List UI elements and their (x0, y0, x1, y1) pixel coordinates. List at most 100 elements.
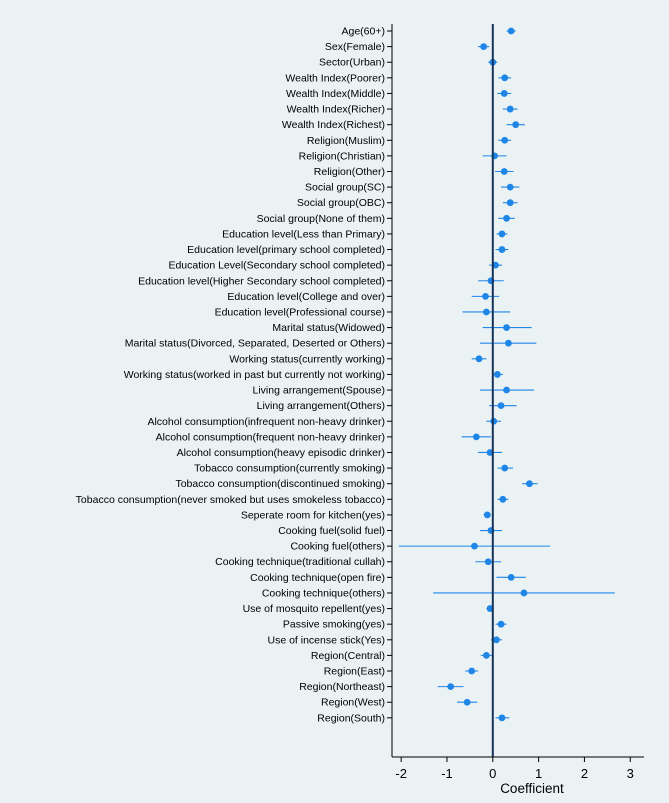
x-tick-label: 2 (581, 766, 588, 781)
forest-row: Passive smoking(yes) (283, 619, 507, 631)
coefficient-point (501, 136, 509, 144)
row-label: Marital status(Divorced, Separated, Dese… (125, 338, 385, 350)
coefficient-point (506, 183, 514, 191)
row-label: Wealth Index(Richer) (287, 104, 385, 116)
coefficient-point (506, 105, 514, 113)
forest-row: Marital status(Divorced, Separated, Dese… (125, 338, 537, 350)
row-label: Working status(worked in past but curren… (124, 369, 385, 381)
row-label: Wealth Index(Richest) (282, 119, 385, 131)
row-label: Tobacco consumption(never smoked but use… (76, 494, 385, 506)
coefficient-point (482, 308, 490, 316)
row-label: Wealth Index(Middle) (286, 88, 385, 100)
row-label: Alcohol consumption(heavy episodic drink… (177, 447, 385, 459)
coefficient-point (463, 698, 471, 706)
forest-row: Cooking technique(traditional cullah) (215, 556, 502, 568)
coefficient-point (497, 620, 505, 628)
coefficient-point (475, 355, 483, 363)
coefficient-point (480, 43, 488, 51)
row-label: Passive smoking(yes) (283, 619, 385, 631)
row-label: Social group(SC) (305, 182, 385, 194)
forest-row: Education level(Higher Secondary school … (138, 275, 504, 287)
forest-row: Working status(worked in past but curren… (124, 369, 503, 381)
row-label: Education level(primary school completed… (187, 244, 385, 256)
forest-row: Tobacco consumption(never smoked but use… (76, 494, 509, 506)
x-tick-label: 1 (535, 766, 542, 781)
coefficient-point (526, 480, 533, 488)
coefficient-point (447, 683, 455, 691)
forest-row: Living arrangement(Spouse) (253, 385, 535, 397)
coefficient-point (484, 558, 492, 566)
coefficient-point (501, 74, 509, 82)
coefficient-point (486, 449, 494, 456)
forest-row: Social group(None of them) (257, 213, 515, 225)
row-label: Sector(Urban) (319, 57, 385, 69)
row-label: Wealth Index(Poorer) (285, 72, 385, 84)
x-tick-label: -2 (395, 766, 407, 781)
row-label: Education level(College and over) (227, 291, 385, 303)
forest-row: Wealth Index(Poorer) (285, 72, 512, 84)
coefficient-point (520, 589, 528, 597)
coefficient-point (503, 214, 510, 222)
forest-row: Tobacco consumption(currently smoking) (194, 463, 513, 475)
row-label: Region(Central) (311, 650, 385, 662)
forest-row: Alcohol consumption(heavy episodic drink… (177, 447, 502, 459)
rows-layer: Age(60+) Sex(Female) Sector(Urban) Wealth I… (76, 26, 615, 724)
forest-row: Education level(Professional course) (215, 306, 511, 318)
x-tick-label: 3 (627, 766, 634, 781)
forest-row: Wealth Index(Middle) (286, 88, 512, 100)
forest-row: Education level(Less than Primary) (222, 228, 508, 240)
row-label: Living arrangement(Others) (257, 400, 385, 412)
x-axis-title: Coefficient (500, 781, 564, 796)
coefficient-point (503, 324, 510, 331)
forest-row: Wealth Index(Richer) (287, 104, 518, 116)
forest-row: Living arrangement(Others) (257, 400, 517, 412)
row-label: Living arrangement(Spouse) (253, 385, 386, 397)
row-label: Tobacco consumption(currently smoking) (194, 463, 385, 475)
forest-row: Region(Northeast) (299, 681, 464, 693)
forest-row: Education Level(Secondary school complet… (168, 260, 502, 272)
forest-row: Education level(primary school completed… (187, 244, 509, 256)
forest-row: Cooking fuel(others) (290, 541, 551, 553)
row-label: Working status(currently working) (229, 353, 385, 365)
forest-row: Alcohol consumption(infrequent non-heavy… (147, 416, 502, 428)
row-label: Region(Northeast) (299, 681, 385, 693)
row-label: Cooking technique(traditional cullah) (215, 556, 385, 568)
forest-row: Social group(SC) (305, 182, 520, 194)
row-label: Seperate room for kitchen(yes) (241, 509, 385, 521)
row-label: Religion(Other) (314, 166, 385, 178)
row-label: Sex(Female) (325, 41, 385, 53)
x-tick-label: 0 (489, 766, 496, 781)
row-label: Cooking fuel(solid fuel) (278, 525, 385, 537)
coefficient-point (498, 246, 506, 253)
row-label: Education Level(Secondary school complet… (168, 260, 385, 272)
row-label: Region(West) (321, 697, 385, 709)
row-label: Cooking technique(open fire) (250, 572, 385, 584)
forest-row: Sex(Female) (325, 41, 490, 53)
forest-row: Cooking fuel(solid fuel) (278, 525, 502, 537)
coefficient-point (493, 371, 501, 378)
coefficient-point (512, 121, 520, 129)
forest-row: Religion(Christian) (299, 150, 507, 162)
forest-row: Religion(Other) (314, 166, 514, 178)
row-label: Religion(Christian) (299, 150, 385, 162)
x-tick-label: -1 (441, 766, 453, 781)
row-label: Alcohol consumption(frequent non-heavy d… (156, 431, 385, 443)
row-label: Cooking technique(others) (262, 587, 385, 599)
forest-row: Wealth Index(Richest) (282, 119, 525, 131)
x-axis-ticks: -2 -1 0 1 2 3 (395, 757, 634, 781)
row-label: Age(60+) (342, 26, 386, 38)
coefficient-point (492, 261, 499, 269)
coefficient-point (497, 402, 505, 410)
coefficient-point (498, 230, 506, 238)
coefficient-point (507, 573, 515, 581)
forest-row: Region(West) (321, 697, 478, 709)
forest-row: Alcohol consumption(frequent non-heavy d… (156, 431, 491, 443)
forest-row: Region(South) (317, 712, 510, 724)
coefficient-point (486, 605, 494, 612)
row-label: Region(South) (317, 712, 385, 724)
coefficient-point (506, 199, 514, 207)
forest-row: Social group(OBC) (297, 197, 518, 209)
forest-row: Cooking technique(others) (262, 587, 615, 599)
